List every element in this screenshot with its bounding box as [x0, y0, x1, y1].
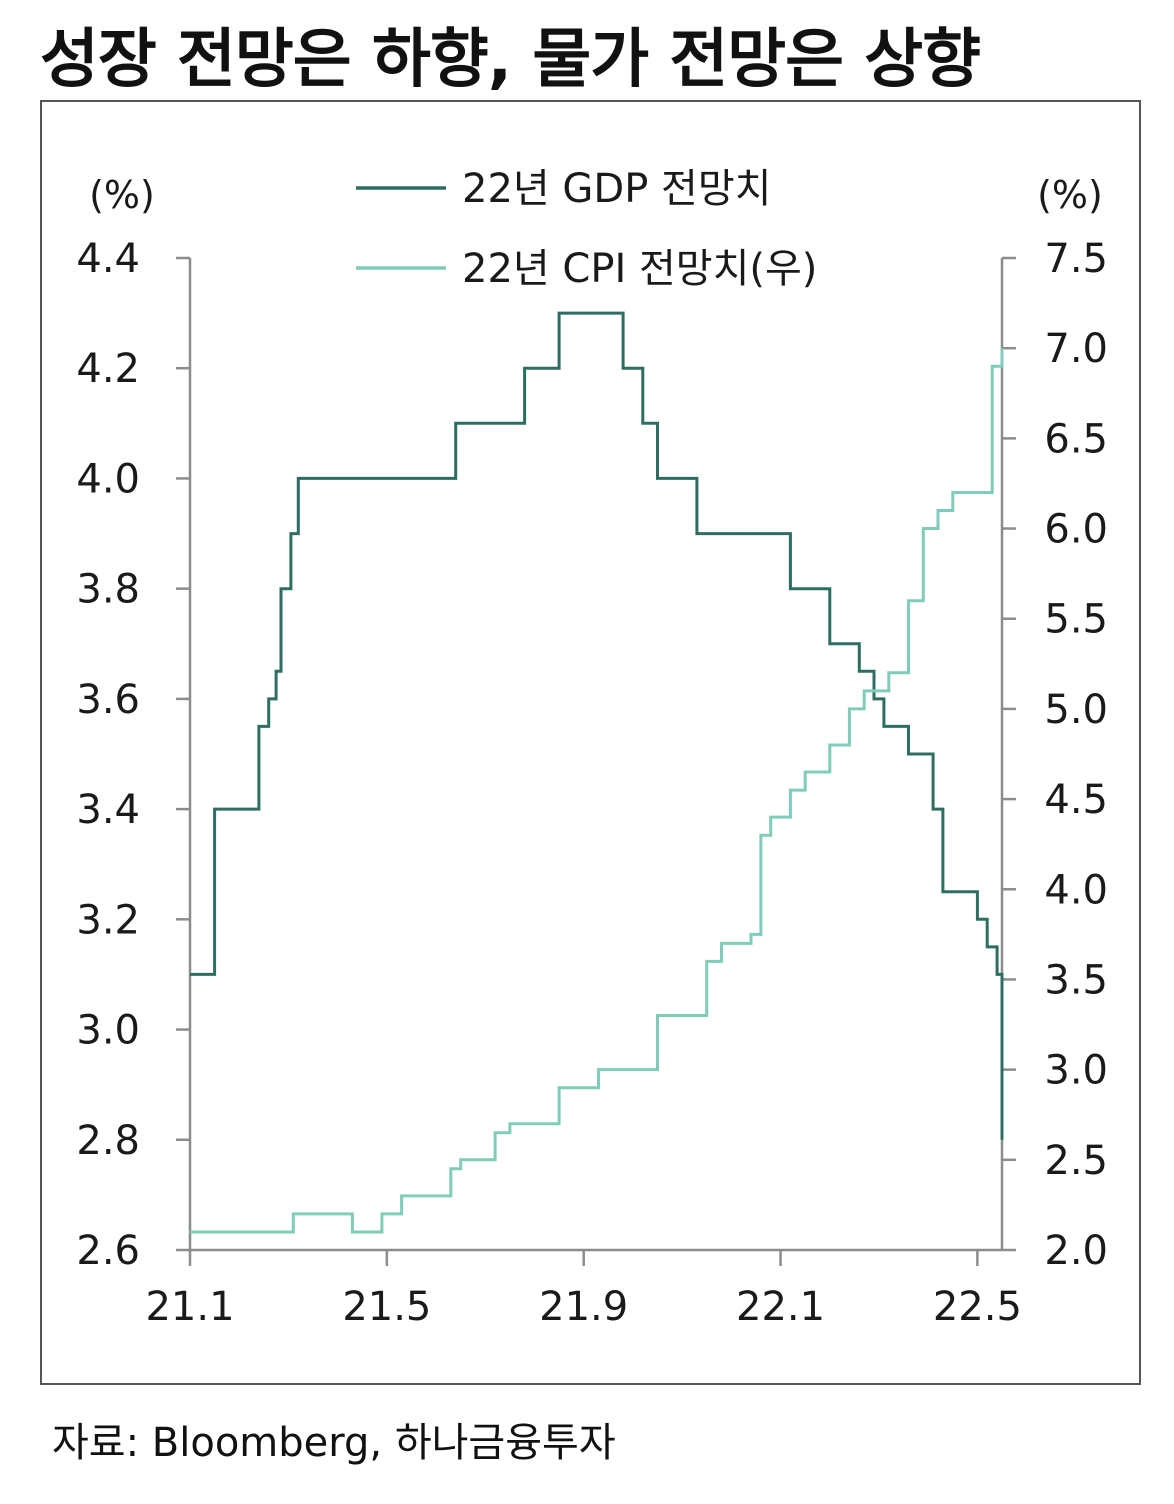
- left-axis-tick-label: 4.4: [76, 236, 140, 282]
- right-axis-tick-label: 3.0: [1044, 1048, 1108, 1094]
- left-axis-tick-label: 4.2: [76, 346, 140, 392]
- chart-legend: 22년 GDP 전망치 22년 CPI 전망치(우): [356, 166, 817, 292]
- left-axis-tick-label: 2.6: [76, 1228, 140, 1274]
- x-axis-tick-label: 21.1: [145, 1284, 234, 1330]
- right-axis-tick-label: 2.5: [1044, 1138, 1108, 1184]
- left-axis-tick-label: 2.8: [76, 1118, 140, 1164]
- left-axis-tick-label: 3.2: [76, 897, 140, 943]
- right-axis-tick-label: 7.5: [1044, 236, 1108, 282]
- left-axis-tick-label: 3.6: [76, 677, 140, 723]
- legend-label-cpi: 22년 CPI 전망치(우): [462, 246, 817, 292]
- left-axis-tick-label: 3.4: [76, 787, 140, 833]
- right-axis-tick-label: 7.0: [1044, 326, 1108, 372]
- right-axis-tick-label: 2.0: [1044, 1228, 1108, 1274]
- source-note: 자료: Bloomberg, 하나금융투자: [52, 1420, 616, 1466]
- chart-lines: [190, 311, 1004, 1234]
- right-axis-tick-label: 5.5: [1044, 597, 1108, 643]
- right-axis-tick-label: 4.0: [1044, 867, 1108, 913]
- x-axis-tick-label: 21.9: [539, 1284, 628, 1330]
- x-axis-tick-label: 22.1: [736, 1284, 825, 1330]
- left-axis-unit: (%): [89, 173, 155, 217]
- right-axis-tick-label: 5.0: [1044, 687, 1108, 733]
- series-line-gdp: [190, 311, 1004, 1140]
- right-axis-tick-label: 6.5: [1044, 416, 1108, 462]
- legend-label-gdp: 22년 GDP 전망치: [462, 166, 771, 212]
- chart-title: 성장 전망은 하향, 물가 전망은 상향: [40, 23, 981, 97]
- left-axis-tick-label: 3.0: [76, 1008, 140, 1054]
- x-axis-tick-label: 22.5: [933, 1284, 1022, 1330]
- chart-frame: [40, 100, 1141, 1385]
- left-axis-tick-label: 3.8: [76, 567, 140, 613]
- right-axis-unit: (%): [1037, 173, 1103, 217]
- x-axis-tick-label: 21.5: [342, 1284, 431, 1330]
- left-axis-tick-label: 4.0: [76, 456, 140, 502]
- series-line-cpi: [190, 348, 1004, 1234]
- right-axis-tick-label: 4.5: [1044, 777, 1108, 823]
- right-axis-tick-label: 3.5: [1044, 957, 1108, 1003]
- chart-axes: 4.4 4.2 4.0 3.8 3.6 3.4 3.2 3.0 2.8 2.6 7.5 7.0 6.5 6…: [76, 173, 1108, 1330]
- right-axis-tick-label: 6.0: [1044, 507, 1108, 553]
